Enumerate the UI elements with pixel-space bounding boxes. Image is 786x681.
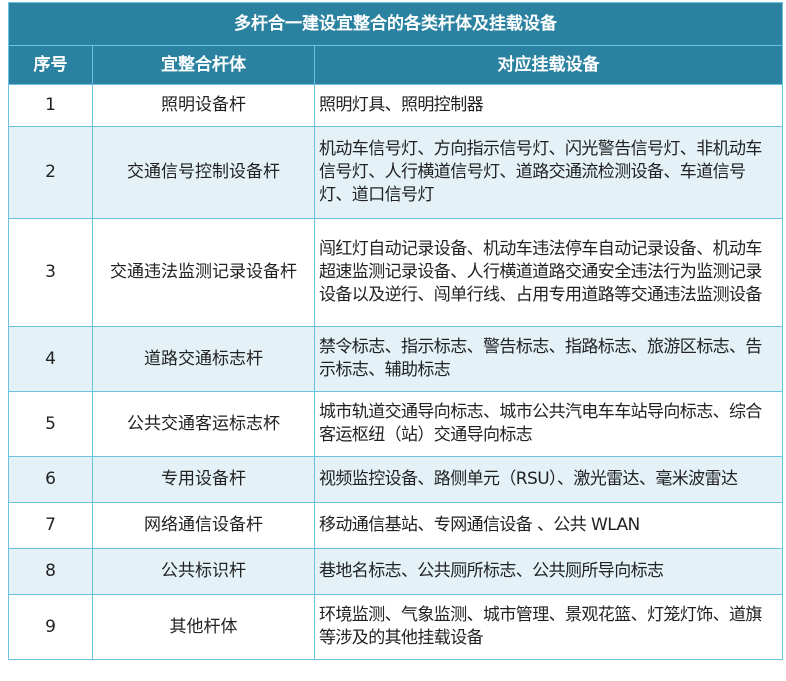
table-row: 2 交通信号控制设备杆 机动车信号灯、方向指示信号灯、闪光警告信号灯、非机动车信号灯… xyxy=(8,126,784,219)
table-title-row: 多杆合一建设宜整合的各类杆体及挂载设备 xyxy=(7,2,784,46)
row-devices: 巷地名标志、公共厕所标志、公共厕所导向标志 xyxy=(313,548,784,595)
table-row: 6 专用设备杆 视频监控设备、路侧单元（RSU）、激光雷达、毫米波雷达 xyxy=(8,456,784,503)
row-number: 7 xyxy=(8,502,93,549)
row-pole: 交通信号控制设备杆 xyxy=(92,126,315,219)
table-header-row: 序号 宜整合杆体 对应挂载设备 xyxy=(8,45,784,85)
row-devices: 照明灯具、照明控制器 xyxy=(313,84,784,127)
row-pole: 公共交通客运标志杯 xyxy=(92,391,315,457)
row-devices: 机动车信号灯、方向指示信号灯、闪光警告信号灯、非机动车信号灯、人行横道信号灯、道… xyxy=(313,126,784,219)
row-number: 1 xyxy=(8,84,93,127)
table-row: 3 交通违法监测记录设备杆 闯红灯自动记录设备、机动车违法停车自动记录设备、机动车超… xyxy=(8,218,784,327)
row-number: 6 xyxy=(8,456,93,503)
row-devices: 视频监控设备、路侧单元（RSU）、激光雷达、毫米波雷达 xyxy=(313,456,784,503)
row-number: 4 xyxy=(8,326,93,392)
row-pole: 道路交通标志杆 xyxy=(92,326,315,392)
row-pole: 照明设备杆 xyxy=(92,84,315,127)
header-pole: 宜整合杆体 xyxy=(92,45,315,85)
table-row: 7 网络通信设备杆 移动通信基站、专网通信设备 、公共 WLAN xyxy=(8,502,784,549)
row-pole: 公共标识杆 xyxy=(92,548,315,595)
table-title: 多杆合一建设宜整合的各类杆体及挂载设备 xyxy=(7,2,784,46)
table-row: 5 公共交通客运标志杯 城市轨道交通导向标志、城市公共汽电车车站导向标志、综合客运枢… xyxy=(8,391,784,457)
row-devices: 环境监测、气象监测、城市管理、景观花篮、灯笼灯饰、道旗等涉及的其他挂载设备 xyxy=(313,594,784,660)
table-row: 9 其他杆体 环境监测、气象监测、城市管理、景观花篮、灯笼灯饰、道旗等涉及的其他挂载… xyxy=(8,594,784,660)
row-number: 3 xyxy=(8,218,93,327)
table-row: 8 公共标识杆 巷地名标志、公共厕所标志、公共厕所导向标志 xyxy=(8,548,784,595)
row-number: 5 xyxy=(8,391,93,457)
row-devices: 城市轨道交通导向标志、城市公共汽电车车站导向标志、综合客运枢纽（站）交通导向标志 xyxy=(313,391,784,457)
pole-equipment-table: 多杆合一建设宜整合的各类杆体及挂载设备 序号 宜整合杆体 对应挂载设备 1 照明设… xyxy=(7,2,784,660)
table-row: 4 道路交通标志杆 禁令标志、指示标志、警告标志、指路标志、旅游区标志、告示标志、辅… xyxy=(8,326,784,392)
row-number: 9 xyxy=(8,594,93,660)
row-pole: 网络通信设备杆 xyxy=(92,502,315,549)
table-row: 1 照明设备杆 照明灯具、照明控制器 xyxy=(8,84,784,127)
header-devices: 对应挂载设备 xyxy=(313,45,784,85)
header-no: 序号 xyxy=(8,45,93,85)
row-number: 8 xyxy=(8,548,93,595)
row-number: 2 xyxy=(8,126,93,219)
row-pole: 交通违法监测记录设备杆 xyxy=(92,218,315,327)
row-pole: 专用设备杆 xyxy=(92,456,315,503)
row-devices: 闯红灯自动记录设备、机动车违法停车自动记录设备、机动车超速监测记录设备、人行横道… xyxy=(313,218,784,327)
row-devices: 移动通信基站、专网通信设备 、公共 WLAN xyxy=(313,502,784,549)
row-devices: 禁令标志、指示标志、警告标志、指路标志、旅游区标志、告示标志、辅助标志 xyxy=(313,326,784,392)
row-pole: 其他杆体 xyxy=(92,594,315,660)
